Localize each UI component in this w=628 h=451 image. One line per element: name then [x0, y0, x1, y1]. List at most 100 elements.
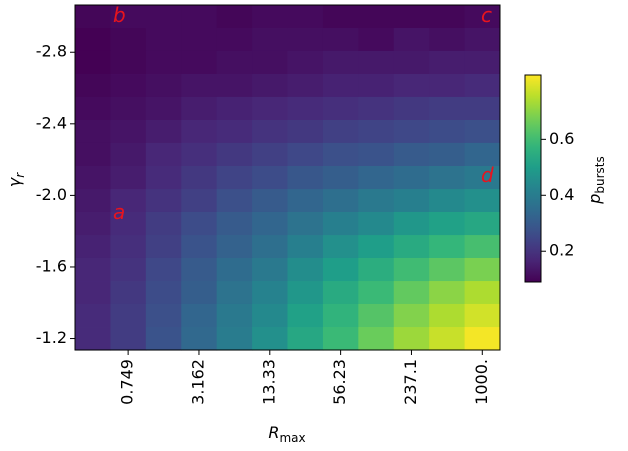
- heatmap-cell: [287, 257, 324, 282]
- heatmap-cell: [358, 142, 395, 167]
- heatmap-cell: [145, 257, 182, 282]
- heatmap-cell: [75, 257, 111, 282]
- heatmap-cell: [110, 281, 147, 305]
- heatmap-cell: [393, 166, 430, 190]
- heatmap-cell: [110, 50, 147, 75]
- heatmap-cell: [75, 166, 111, 190]
- heatmap-cell: [145, 50, 182, 75]
- heatmap-cell: [75, 120, 111, 144]
- heatmap-cell: [216, 257, 253, 282]
- heatmap-cell: [145, 142, 182, 167]
- heatmap-cell: [287, 166, 324, 190]
- heatmap-cell: [252, 166, 288, 190]
- heatmap-cell: [181, 74, 218, 98]
- heatmap-cell: [464, 142, 501, 167]
- heatmap-cell: [110, 4, 147, 29]
- annotation: b: [113, 3, 126, 27]
- heatmap-cell: [181, 327, 218, 351]
- heatmap-cell: [464, 327, 501, 351]
- heatmap-cell: [464, 235, 501, 259]
- heatmap-cell: [393, 281, 430, 305]
- heatmap-cell: [75, 28, 111, 52]
- heatmap-cell: [181, 257, 218, 282]
- x-tick-label: 237.1: [401, 359, 420, 405]
- heatmap-cell: [322, 327, 359, 351]
- heatmap-cell: [464, 74, 501, 98]
- heatmap-cell: [252, 189, 288, 213]
- heatmap-cell: [75, 74, 111, 98]
- heatmap-cell: [110, 189, 147, 213]
- heatmap-cell: [252, 4, 288, 29]
- y-tick-label: -1.2: [36, 328, 67, 347]
- heatmap-cell: [110, 257, 147, 282]
- heatmap-cell: [75, 211, 111, 236]
- heatmap-cell: [322, 28, 359, 52]
- heatmap-cell: [393, 189, 430, 213]
- heatmap-cell: [358, 74, 395, 98]
- heatmap-cell: [429, 303, 466, 328]
- heatmap-cell: [358, 4, 395, 29]
- heatmap-cell: [393, 120, 430, 144]
- heatmap-cell: [429, 189, 466, 213]
- heatmap-cell: [75, 303, 111, 328]
- heatmap-cell: [429, 142, 466, 167]
- x-tick-label: 0.749: [118, 359, 137, 405]
- heatmap-cell: [287, 303, 324, 328]
- heatmap-cell: [358, 235, 395, 259]
- heatmap-cell: [429, 74, 466, 98]
- y-axis-label: γr: [5, 172, 27, 187]
- heatmap-cell: [216, 303, 253, 328]
- heatmap-cell: [429, 327, 466, 351]
- heatmap-cell: [145, 120, 182, 144]
- heatmap-cell: [252, 211, 288, 236]
- y-tick-label: -1.6: [36, 256, 67, 275]
- heatmap-cell: [464, 120, 501, 144]
- heatmap-cell: [252, 142, 288, 167]
- heatmap-cell: [464, 257, 501, 282]
- heatmap-cell: [181, 166, 218, 190]
- colorbar-label: pbursts: [585, 156, 607, 205]
- y-tick-label: -2.0: [36, 185, 67, 204]
- heatmap-cell: [429, 211, 466, 236]
- heatmap-cell: [110, 327, 147, 351]
- heatmap-cell: [464, 189, 501, 213]
- heatmap-cell: [216, 120, 253, 144]
- heatmap-cell: [145, 189, 182, 213]
- heatmap-cell: [322, 96, 359, 121]
- heatmap-cell: [216, 211, 253, 236]
- heatmap-cell: [393, 4, 430, 29]
- heatmap-cell: [429, 257, 466, 282]
- heatmap-cell: [322, 257, 359, 282]
- heatmap-cell: [252, 281, 288, 305]
- annotation: d: [481, 163, 494, 187]
- annotation: c: [481, 3, 492, 27]
- x-axis-label: Rmax: [268, 423, 305, 445]
- heatmap-cell: [181, 4, 218, 29]
- heatmap-cell: [464, 28, 501, 52]
- heatmap-cell: [145, 281, 182, 305]
- heatmap-cell: [322, 211, 359, 236]
- heatmap-cell: [287, 50, 324, 75]
- heatmap-cell: [358, 303, 395, 328]
- heatmap-cell: [287, 120, 324, 144]
- heatmap-cell: [216, 28, 253, 52]
- heatmap-cell: [252, 28, 288, 52]
- heatmap-cell: [216, 74, 253, 98]
- heatmap-cell: [358, 28, 395, 52]
- heatmap-cell: [358, 189, 395, 213]
- heatmap-cell: [216, 235, 253, 259]
- heatmap-cell: [145, 211, 182, 236]
- heatmap-cell: [322, 235, 359, 259]
- heatmap-cell: [322, 74, 359, 98]
- heatmap-cell: [287, 281, 324, 305]
- y-tick-label: -2.8: [36, 42, 67, 61]
- colorbar-tick-label: 0.2: [549, 241, 574, 260]
- heatmap-cell: [322, 50, 359, 75]
- heatmap-cell: [393, 50, 430, 75]
- heatmap-cell: [145, 28, 182, 52]
- heatmap-cell: [181, 281, 218, 305]
- heatmap: [75, 4, 501, 351]
- heatmap-cell: [429, 281, 466, 305]
